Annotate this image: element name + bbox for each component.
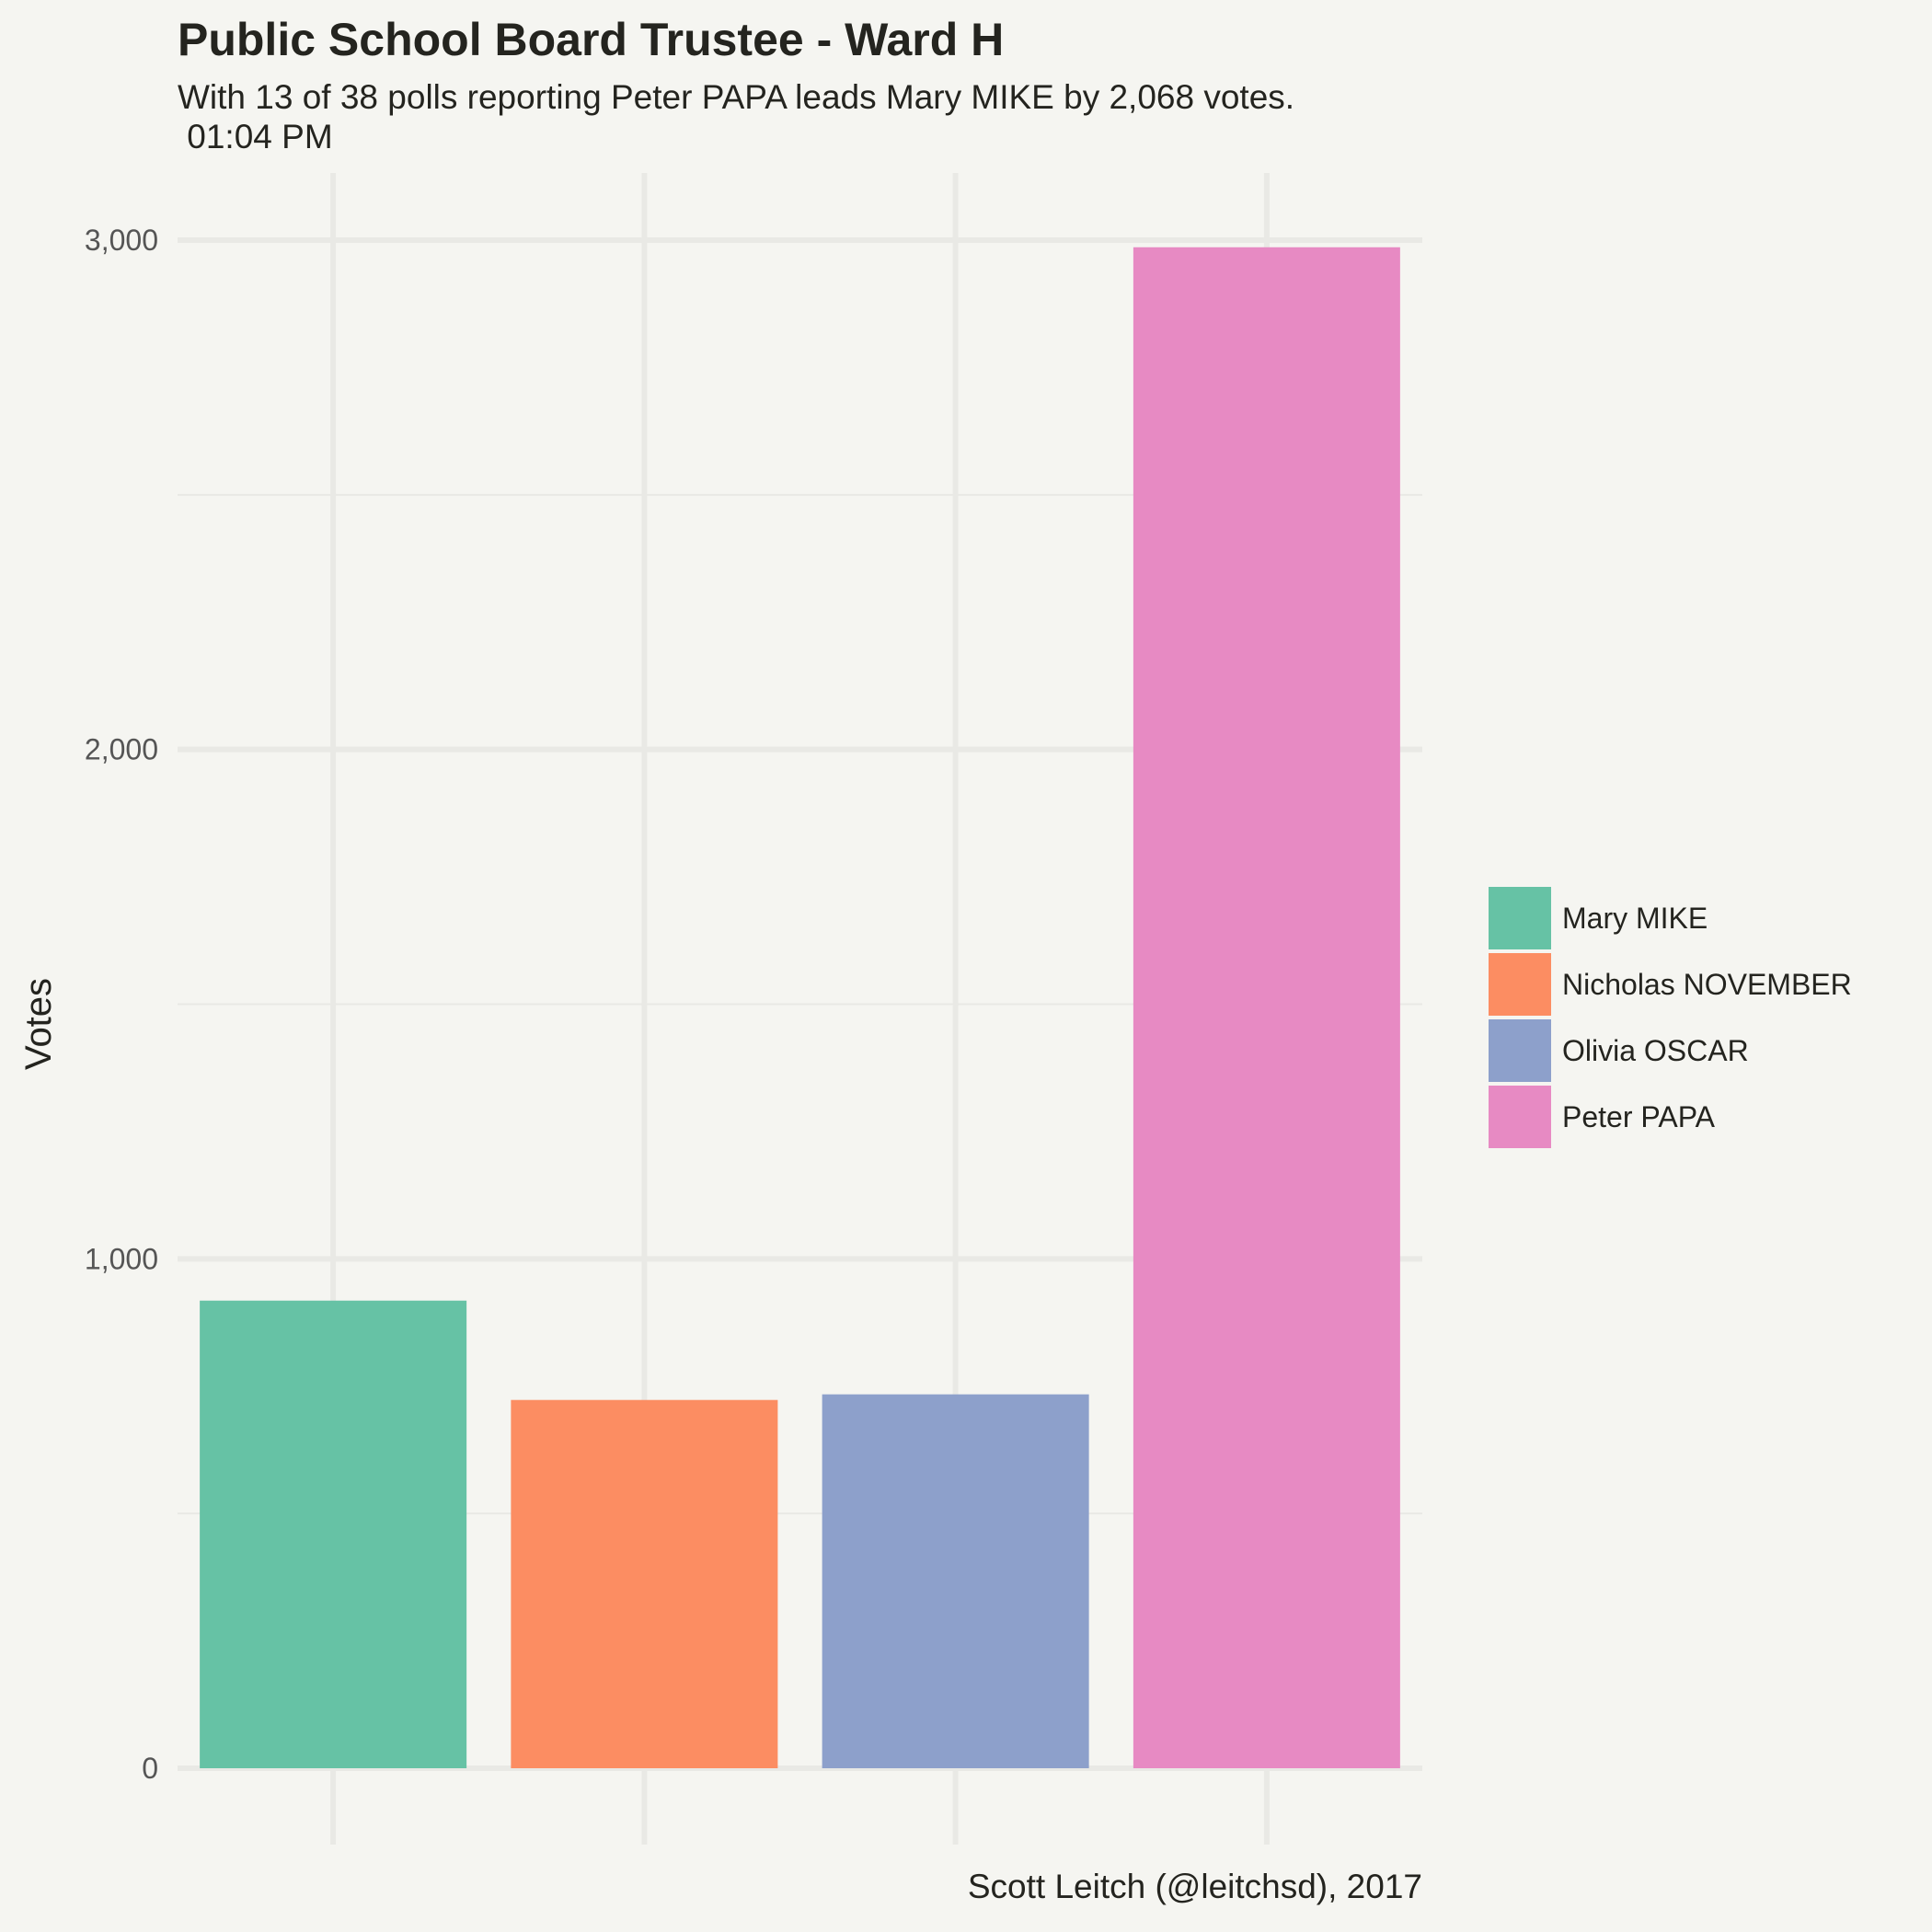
y-tick-label: 1,000	[85, 1242, 158, 1275]
y-tick-label: 3,000	[85, 224, 158, 257]
legend-label: Mary MIKE	[1562, 901, 1708, 935]
y-tick-label: 2,000	[85, 733, 158, 766]
legend: Mary MIKE Nicholas NOVEMBER Olivia OSCAR Pe…	[1489, 885, 1852, 1150]
legend-label: Nicholas NOVEMBER	[1562, 967, 1852, 1001]
y-tick-label: 0	[142, 1752, 158, 1785]
legend-item: Olivia OSCAR	[1489, 1018, 1852, 1084]
legend-swatch	[1489, 1019, 1551, 1082]
chart-subtitle: With 13 of 38 polls reporting Peter PAPA…	[178, 78, 1295, 155]
chart-title: Public School Board Trustee - Ward H	[178, 14, 1005, 65]
legend-label: Olivia OSCAR	[1562, 1033, 1749, 1067]
legend-swatch	[1489, 1086, 1551, 1148]
chart-caption: Scott Leitch (@leitchsd), 2017	[967, 1868, 1422, 1905]
bar-nicholas-november	[511, 1399, 778, 1768]
bar-peter-papa	[1133, 247, 1400, 1768]
y-axis-title: Votes	[18, 978, 59, 1070]
legend-item: Nicholas NOVEMBER	[1489, 951, 1852, 1018]
bar-mary-mike	[200, 1300, 467, 1768]
legend-swatch	[1489, 887, 1551, 949]
bar-olivia-oscar	[822, 1394, 1089, 1768]
legend-swatch	[1489, 953, 1551, 1016]
legend-label: Peter PAPA	[1562, 1099, 1715, 1133]
bars	[200, 247, 1400, 1768]
y-axis-ticks: 0 1,000 2,000 3,000	[85, 224, 158, 1785]
legend-item: Mary MIKE	[1489, 885, 1852, 951]
legend-item: Peter PAPA	[1489, 1084, 1852, 1150]
